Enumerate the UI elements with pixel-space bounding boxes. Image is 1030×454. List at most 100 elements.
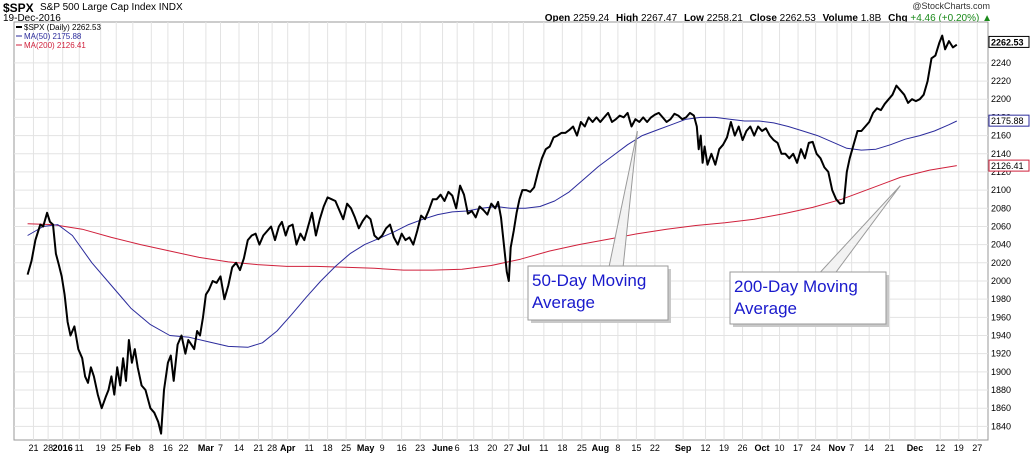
last-value-label: 2126.41 bbox=[988, 159, 1030, 172]
y-tick-label: 1980 bbox=[991, 294, 1011, 304]
x-tick-label: 2016 bbox=[53, 443, 73, 453]
chg-label: Chg bbox=[888, 13, 908, 24]
y-tick-label: 2120 bbox=[991, 167, 1011, 177]
x-tick-label: 25 bbox=[111, 443, 121, 453]
last-value-text: 2262.53 bbox=[991, 37, 1024, 47]
x-tick-label: 9 bbox=[380, 443, 385, 453]
annotation-callout: 200-Day Moving Average bbox=[729, 185, 901, 327]
annotation-text: Average bbox=[734, 299, 797, 318]
x-tick-label: 11 bbox=[539, 443, 548, 453]
y-tick-label: 2060 bbox=[991, 221, 1011, 231]
x-tick-label: 7 bbox=[218, 443, 223, 453]
x-tick-label: 6 bbox=[455, 443, 460, 453]
x-tick-label: 8 bbox=[149, 443, 154, 453]
symbol-title: $SPX bbox=[3, 1, 34, 15]
legend-entry: MA(200) 2126.41 bbox=[24, 41, 86, 50]
x-tick-label: Dec bbox=[907, 443, 924, 453]
y-tick-label: 1880 bbox=[991, 385, 1011, 395]
open-value: 2259.24 bbox=[573, 13, 610, 24]
ohlc-readout: Open 2259.24 High 2267.47 Low 2258.21 Cl… bbox=[541, 13, 992, 24]
x-tick-label: 14 bbox=[864, 443, 874, 453]
high-value: 2267.47 bbox=[641, 13, 678, 24]
x-tick-label: Nov bbox=[829, 443, 846, 453]
x-tick-label: Jul bbox=[517, 443, 530, 453]
x-tick-label: 16 bbox=[163, 443, 173, 453]
last-value-label: 2262.53 bbox=[988, 35, 1030, 48]
series-line-ma200 bbox=[27, 165, 957, 271]
annotation-box bbox=[527, 265, 669, 321]
x-tick-label: 11 bbox=[75, 443, 84, 453]
y-tick-label: 1840 bbox=[991, 421, 1011, 431]
y-tick-label: 2000 bbox=[991, 276, 1011, 286]
y-tick-label: 2020 bbox=[991, 258, 1011, 268]
x-tick-label: 17 bbox=[793, 443, 803, 453]
close-label: Close bbox=[749, 13, 777, 24]
x-tick-label: 22 bbox=[178, 443, 188, 453]
x-tick-label: 13 bbox=[469, 443, 479, 453]
chg-value: +4.46 (+0.20%) bbox=[910, 13, 980, 24]
last-value-box bbox=[988, 35, 1030, 48]
x-tick-label: 22 bbox=[650, 443, 660, 453]
chg-up-arrow-icon: ▲ bbox=[982, 13, 992, 24]
x-tick-label: 28 bbox=[267, 443, 277, 453]
x-tick-label: 10 bbox=[775, 443, 785, 453]
x-tick-label: 15 bbox=[631, 443, 641, 453]
last-value-text: 2175.88 bbox=[991, 116, 1024, 126]
symbol-exchange: INDX bbox=[158, 2, 183, 13]
x-tick-label: 20 bbox=[487, 443, 497, 453]
last-value-labels: 2262.53 2175.88 2126.41 bbox=[988, 35, 1030, 172]
last-value-label: 2175.88 bbox=[988, 114, 1030, 127]
annotation-callout: 50-Day Moving Average bbox=[527, 130, 671, 323]
annotations: 50-Day Moving Average 200-Day Moving Averag… bbox=[527, 130, 901, 327]
x-tick-label: 21 bbox=[28, 443, 38, 453]
x-tick-label: 25 bbox=[341, 443, 351, 453]
x-tick-label: 25 bbox=[577, 443, 587, 453]
symbol-name: S&P 500 Large Cap Index INDX bbox=[40, 2, 183, 13]
x-tick-label: 28 bbox=[43, 443, 53, 453]
x-tick-label: 27 bbox=[504, 443, 514, 453]
series-lines bbox=[26, 34, 958, 435]
grid bbox=[14, 22, 988, 440]
last-value-box bbox=[988, 159, 1030, 172]
x-tick-label: Sep bbox=[675, 443, 692, 453]
last-value-box bbox=[988, 114, 1030, 127]
open-label: Open bbox=[544, 13, 571, 24]
x-tick-label: June bbox=[432, 443, 453, 453]
y-tick-label: 1860 bbox=[991, 403, 1011, 413]
y-tick-label: 2240 bbox=[991, 58, 1011, 68]
annotation-box bbox=[729, 271, 887, 325]
high-label: High bbox=[616, 13, 639, 24]
x-tick-label: Oct bbox=[755, 443, 770, 453]
y-tick-label: 2040 bbox=[991, 240, 1011, 250]
y-tick-label: 1920 bbox=[991, 349, 1011, 359]
copyright-link[interactable]: @StockCharts.com bbox=[912, 1, 990, 11]
last-value-text: 2126.41 bbox=[991, 161, 1024, 171]
x-tick-label: 21 bbox=[885, 443, 895, 453]
y-tick-label: 2080 bbox=[991, 203, 1011, 213]
x-axis-ticks: 21 28 2016 11 19 25 Feb 8 16 22 Mar 7 14 21 28 Apr 11 18 2… bbox=[28, 443, 982, 453]
y-tick-label: 2100 bbox=[991, 185, 1011, 195]
x-tick-label: 21 bbox=[253, 443, 263, 453]
x-tick-label: 18 bbox=[557, 443, 567, 453]
x-tick-label: 19 bbox=[719, 443, 729, 453]
volume-value: 1.8B bbox=[860, 13, 882, 24]
volume-label: Volume bbox=[822, 13, 858, 24]
plot-area bbox=[13, 21, 989, 441]
x-tick-label: 24 bbox=[811, 443, 821, 453]
x-tick-label: 19 bbox=[954, 443, 964, 453]
x-tick-label: 27 bbox=[972, 443, 982, 453]
y-tick-label: 2140 bbox=[991, 149, 1011, 159]
legend-entry: $SPX (Daily) 2262.53 bbox=[24, 23, 101, 32]
x-tick-label: Aug bbox=[592, 443, 610, 453]
symbol-full-name: S&P 500 Large Cap Index bbox=[40, 2, 157, 13]
y-tick-label: 2220 bbox=[991, 76, 1011, 86]
y-tick-label: 1940 bbox=[991, 331, 1011, 341]
y-axis-ticks: 1840 1860 1880 1900 1920 1940 1960 1980 2000 2020… bbox=[991, 58, 1011, 431]
x-tick-label: 14 bbox=[234, 443, 244, 453]
series-line-price bbox=[26, 34, 958, 435]
x-tick-label: Apr bbox=[280, 443, 296, 453]
close-value: 2262.53 bbox=[779, 13, 816, 24]
y-tick-label: 2160 bbox=[991, 131, 1011, 141]
